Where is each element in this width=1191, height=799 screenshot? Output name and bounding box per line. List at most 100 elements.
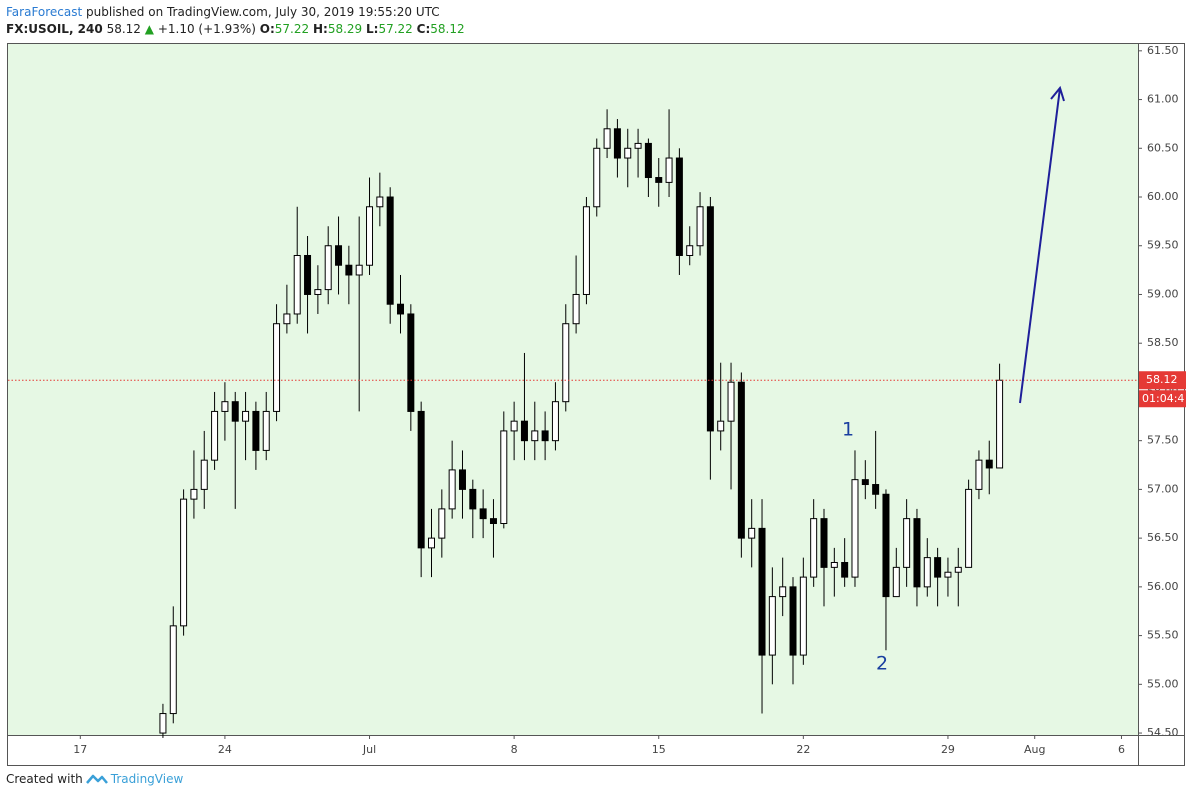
x-tick-label: 24	[218, 743, 232, 756]
chart: 54.5055.0055.5056.0056.5057.0057.5058.00…	[7, 43, 1186, 766]
candle-body	[407, 313, 415, 412]
candle-body	[386, 196, 394, 305]
candle-body	[799, 576, 807, 656]
candle-body	[882, 493, 890, 598]
candle-body	[283, 313, 291, 325]
candle-body	[397, 303, 405, 315]
candle-body	[520, 420, 528, 442]
y-tick-label: 60.00	[1147, 190, 1179, 203]
candle-body	[985, 459, 993, 469]
candle-body	[190, 488, 198, 500]
up-triangle: ▲	[144, 22, 154, 36]
candle-body	[965, 488, 973, 568]
candle-body	[562, 323, 570, 403]
candle-body	[903, 518, 911, 568]
candle-body	[872, 484, 880, 495]
x-tick-label: 17	[73, 743, 87, 756]
countdown-tag	[1139, 390, 1186, 408]
candle-body	[417, 410, 425, 549]
footer-brand[interactable]: TradingView	[110, 772, 184, 786]
y-tick-label: 57.50	[1147, 434, 1179, 447]
y-tick-label: 56.50	[1147, 531, 1179, 544]
candle-body	[355, 264, 363, 276]
countdown-label: 01:04:4	[1142, 392, 1184, 405]
candle-body	[954, 566, 962, 573]
candle-body	[324, 245, 332, 291]
candle-body	[944, 571, 952, 578]
y-tick-label: 61.50	[1147, 44, 1179, 57]
y-tick-label: 60.50	[1147, 141, 1179, 154]
candle-body	[996, 379, 1004, 469]
candle-body	[458, 469, 466, 490]
candle-body	[500, 430, 508, 525]
quote-line: FX:USOIL, 240 58.12 ▲ +1.10 (+1.93%) O:5…	[6, 21, 465, 38]
x-tick-label: Jul	[362, 743, 376, 756]
candle-body	[345, 264, 353, 276]
candle-body	[211, 410, 219, 461]
ohlc: O:57.22 H:58.29 L:57.22 C:58.12	[260, 22, 465, 36]
candle-body	[252, 410, 260, 451]
candle-body	[582, 206, 590, 295]
tv-logo	[85, 774, 108, 784]
x-tick-label: 6	[1118, 743, 1125, 756]
forecast-arrow	[1019, 85, 1065, 404]
author[interactable]: FaraForecast	[6, 5, 83, 19]
candle-body	[531, 430, 539, 442]
ohlc-value: 58.12	[430, 22, 465, 36]
ohlc-label: H:	[312, 22, 328, 36]
candle-body	[975, 459, 983, 490]
candle-body	[335, 245, 343, 266]
published: published on TradingView.com, July 30, 2…	[86, 5, 440, 19]
y-tick-label: 56.00	[1147, 580, 1179, 593]
x-tick-label: Aug	[1024, 743, 1045, 756]
last-price: 58.12	[106, 22, 141, 36]
candle-body	[851, 479, 859, 578]
publish-line: FaraForecast published on TradingView.co…	[6, 4, 465, 21]
candle-body	[448, 469, 456, 510]
candle-body	[314, 289, 322, 295]
candle-body	[221, 401, 229, 412]
y-tick-label: 54.50	[1147, 726, 1179, 739]
x-tick-label: 8	[511, 743, 518, 756]
candle-body	[737, 381, 745, 539]
candle-body	[603, 128, 611, 149]
candle-body	[779, 586, 787, 598]
candle-body	[758, 527, 766, 656]
candle-body	[489, 518, 497, 525]
footer-prefix: Created with	[6, 772, 83, 786]
candle-body	[438, 508, 446, 539]
symbol: FX:USOIL, 240	[6, 22, 103, 36]
candle-body	[820, 518, 828, 568]
candle-body	[613, 128, 621, 159]
candle-body	[768, 596, 776, 656]
x-tick-label: 22	[796, 743, 810, 756]
candle-body	[644, 142, 652, 179]
candle-body	[913, 518, 921, 588]
candle-body	[789, 586, 797, 656]
candle-body	[469, 488, 477, 510]
candle-body	[841, 561, 849, 578]
y-tick-label: 61.00	[1147, 93, 1179, 106]
ohlc-label: O:	[259, 22, 275, 36]
candle-body	[180, 498, 188, 627]
candle-body	[572, 293, 580, 325]
candle-body	[427, 537, 435, 549]
plot-background	[8, 44, 1138, 735]
candle-body	[200, 459, 208, 490]
annotation: 1	[842, 419, 854, 441]
y-tick-label: 57.00	[1147, 482, 1179, 495]
candle-body	[810, 518, 818, 578]
y-tick-label: 55.50	[1147, 629, 1179, 642]
candle-body	[541, 430, 549, 442]
candle-body	[748, 527, 756, 539]
y-tick-label: 55.00	[1147, 677, 1179, 690]
candle-body	[634, 142, 642, 149]
candle-body	[293, 254, 301, 315]
y-tick-label: 59.50	[1147, 239, 1179, 252]
candle-body	[892, 566, 900, 598]
header: FaraForecast published on TradingView.co…	[6, 4, 465, 38]
candle-body	[717, 420, 725, 432]
annotation: 2	[876, 653, 888, 675]
candle-body	[593, 147, 601, 208]
